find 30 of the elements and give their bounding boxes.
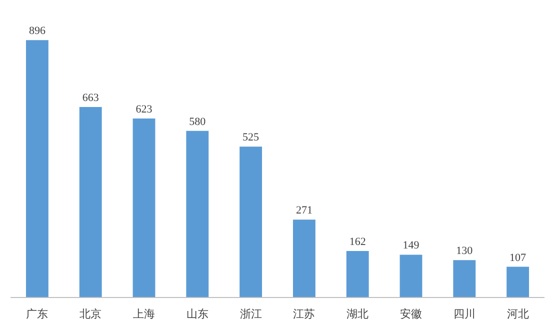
x-tick-label: 江苏 — [293, 308, 316, 320]
data-label: 623 — [136, 104, 153, 116]
x-tick-label: 上海 — [133, 308, 155, 320]
data-label: 271 — [296, 204, 312, 217]
x-tick-label: 河北 — [506, 308, 529, 320]
bar — [453, 260, 476, 298]
data-label: 149 — [402, 240, 420, 252]
x-tick-label: 山东 — [186, 308, 208, 320]
x-tick-label: 北京 — [80, 308, 102, 320]
bar — [26, 40, 48, 298]
x-tick-label: 浙江 — [240, 308, 262, 320]
data-label: 896 — [28, 25, 46, 38]
data-label: 130 — [456, 245, 474, 258]
bar — [132, 118, 156, 298]
x-tick-label: 广东 — [26, 308, 48, 320]
bar — [400, 254, 422, 298]
data-label: 162 — [349, 236, 366, 248]
x-tick-label: 四川 — [453, 308, 476, 320]
bar — [292, 220, 316, 298]
data-label: 663 — [82, 92, 100, 104]
data-label: 107 — [510, 252, 527, 264]
x-tick-label: 湖北 — [346, 308, 369, 320]
x-tick-label: 安徽 — [400, 308, 422, 320]
bar — [186, 130, 209, 298]
data-label: 525 — [242, 132, 260, 144]
data-label: 580 — [189, 116, 206, 128]
bar — [79, 107, 102, 298]
bar — [346, 250, 369, 298]
bar — [506, 266, 530, 298]
bar — [240, 146, 262, 298]
